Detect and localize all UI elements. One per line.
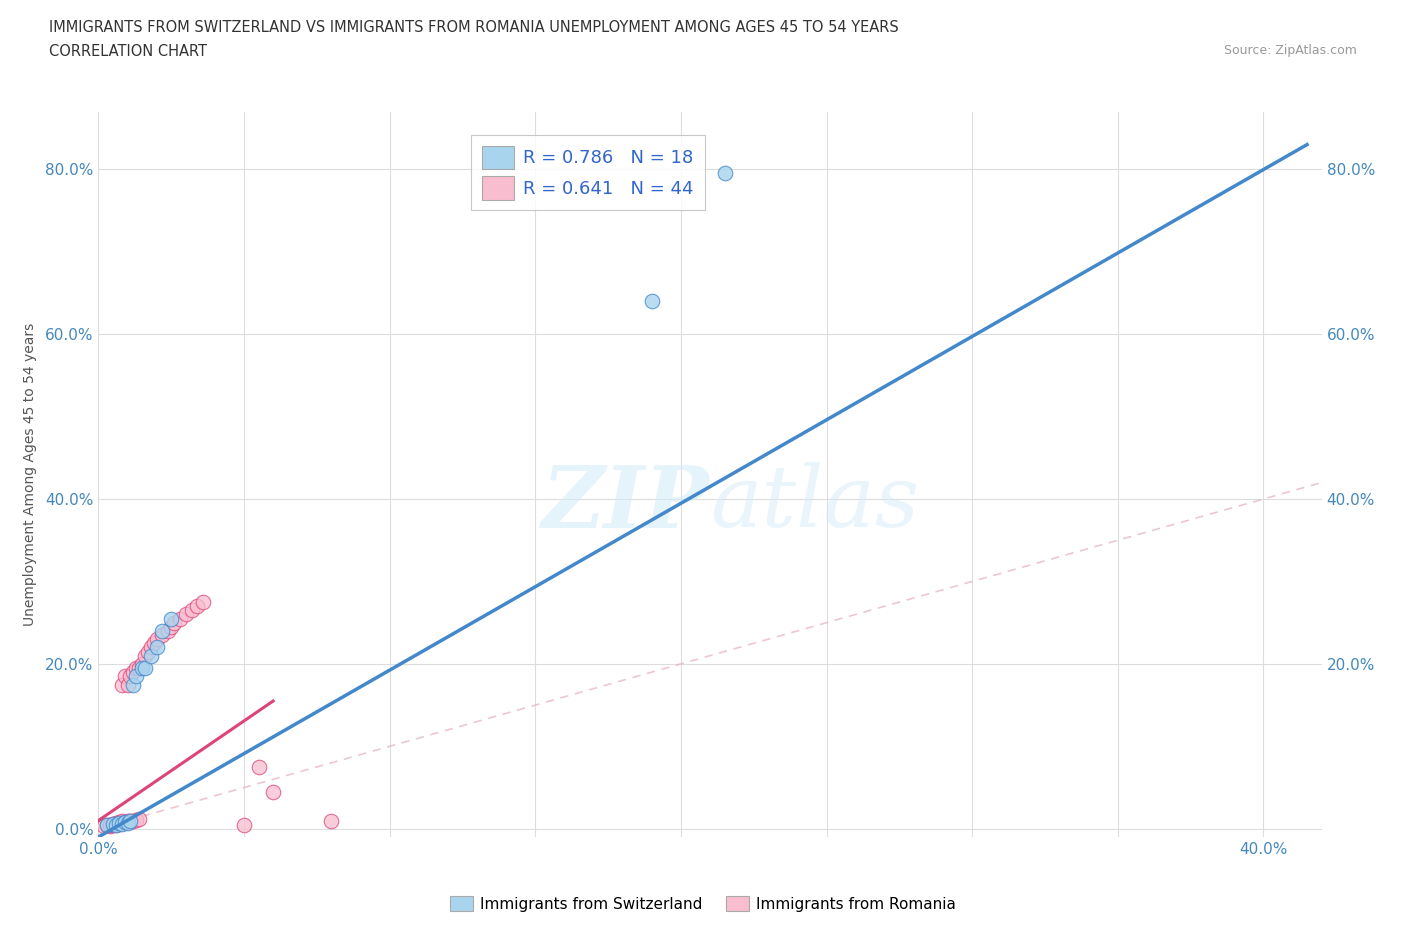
Point <box>108 816 131 830</box>
Text: atlas: atlas <box>710 462 920 545</box>
Legend: R = 0.786   N = 18, R = 0.641   N = 44: R = 0.786 N = 18, R = 0.641 N = 44 <box>471 135 704 210</box>
Point <box>157 623 180 638</box>
Text: ZIP: ZIP <box>543 461 710 545</box>
Point <box>117 677 139 692</box>
Point <box>122 813 145 828</box>
Point <box>120 813 142 828</box>
Point <box>131 660 153 675</box>
Point <box>125 812 148 827</box>
Point <box>713 166 735 180</box>
Point <box>134 648 156 663</box>
Point <box>145 640 167 655</box>
Y-axis label: Unemployment Among Ages 45 to 54 years: Unemployment Among Ages 45 to 54 years <box>22 323 37 626</box>
Point <box>104 816 127 830</box>
Legend: Immigrants from Switzerland, Immigrants from Romania: Immigrants from Switzerland, Immigrants … <box>444 889 962 918</box>
Point <box>180 603 202 618</box>
Point <box>101 817 124 831</box>
Point <box>108 815 131 830</box>
Point <box>136 644 159 659</box>
Point <box>111 814 134 829</box>
Point <box>96 817 118 832</box>
Point <box>169 611 191 626</box>
Point <box>160 619 183 634</box>
Point <box>131 657 153 671</box>
Point <box>122 677 145 692</box>
Point <box>101 818 124 833</box>
Point <box>186 599 208 614</box>
Point <box>142 636 165 651</box>
Point <box>117 816 139 830</box>
Point <box>111 817 134 831</box>
Point <box>193 594 215 609</box>
Point <box>163 616 186 631</box>
Point <box>152 628 174 643</box>
Point <box>128 811 150 827</box>
Point <box>93 818 115 833</box>
Point <box>262 784 284 799</box>
Point <box>145 631 167 646</box>
Text: CORRELATION CHART: CORRELATION CHART <box>49 44 207 59</box>
Point <box>114 815 136 830</box>
Point <box>125 660 148 675</box>
Point <box>128 660 150 675</box>
Point <box>111 677 134 692</box>
Point <box>96 818 118 833</box>
Point <box>174 607 197 622</box>
Point <box>120 814 142 829</box>
Point <box>134 660 156 675</box>
Point <box>125 669 148 684</box>
Point <box>233 817 256 832</box>
Point <box>98 818 121 833</box>
Text: IMMIGRANTS FROM SWITZERLAND VS IMMIGRANTS FROM ROMANIA UNEMPLOYMENT AMONG AGES 4: IMMIGRANTS FROM SWITZERLAND VS IMMIGRANT… <box>49 20 898 35</box>
Point <box>101 817 124 831</box>
Point <box>247 760 270 775</box>
Point <box>122 665 145 680</box>
Point <box>321 813 343 828</box>
Point <box>98 817 121 832</box>
Point <box>114 669 136 684</box>
Point <box>104 817 127 832</box>
Point <box>641 294 664 309</box>
Point <box>117 814 139 829</box>
Point <box>139 648 162 663</box>
Point <box>160 611 183 626</box>
Point <box>139 640 162 655</box>
Point <box>104 817 127 832</box>
Text: Source: ZipAtlas.com: Source: ZipAtlas.com <box>1223 44 1357 57</box>
Point <box>120 669 142 684</box>
Point <box>108 817 131 831</box>
Point <box>114 815 136 830</box>
Point <box>152 623 174 638</box>
Point <box>111 816 134 830</box>
